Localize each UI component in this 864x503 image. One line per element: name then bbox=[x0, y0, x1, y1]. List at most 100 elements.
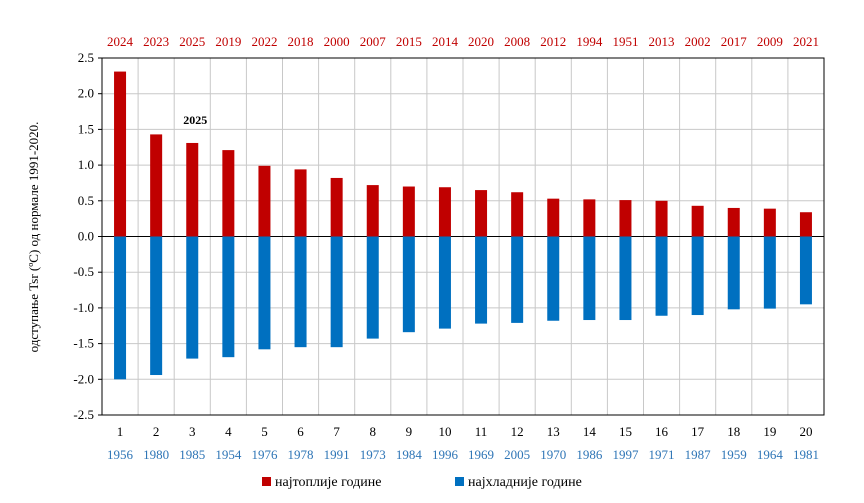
bar-cold bbox=[222, 236, 235, 358]
bar-cold bbox=[727, 236, 740, 310]
bar-warm bbox=[186, 142, 199, 237]
x-tick-label: 1 bbox=[117, 424, 124, 439]
x-tick-label: 19 bbox=[763, 424, 776, 439]
warm-year-label: 2025 bbox=[179, 34, 205, 49]
bar-warm bbox=[583, 199, 596, 237]
bar-cold bbox=[438, 236, 451, 329]
y-tick-label: 2.5 bbox=[78, 50, 94, 65]
warm-year-label: 2014 bbox=[432, 34, 459, 49]
x-tick-label: 20 bbox=[799, 424, 812, 439]
cold-year-label: 1987 bbox=[685, 447, 712, 462]
warm-year-label: 2012 bbox=[540, 34, 566, 49]
legend: најтоплије године најхладније године bbox=[262, 475, 582, 490]
legend-swatch-warm bbox=[262, 477, 271, 486]
warm-year-label: 1994 bbox=[576, 34, 603, 49]
cold-year-label: 1997 bbox=[612, 447, 639, 462]
x-tick-label: 3 bbox=[189, 424, 196, 439]
x-tick-label: 16 bbox=[655, 424, 669, 439]
y-tick-label: -1.0 bbox=[73, 300, 94, 315]
y-tick-label: 0.0 bbox=[78, 229, 94, 244]
bar-warm bbox=[222, 150, 235, 237]
x-tick-label: 14 bbox=[583, 424, 597, 439]
warm-year-label: 2013 bbox=[649, 34, 675, 49]
cold-year-label: 1954 bbox=[215, 447, 242, 462]
warm-year-label: 2008 bbox=[504, 34, 530, 49]
y-tick-label: -1.5 bbox=[73, 336, 94, 351]
bar-cold bbox=[258, 236, 271, 350]
warm-year-label: 2007 bbox=[360, 34, 387, 49]
cold-year-label: 1973 bbox=[360, 447, 386, 462]
x-tick-label: 12 bbox=[511, 424, 524, 439]
cold-year-label: 1981 bbox=[793, 447, 819, 462]
cold-year-label: 1986 bbox=[576, 447, 603, 462]
cold-year-label: 1984 bbox=[396, 447, 423, 462]
x-tick-label: 7 bbox=[333, 424, 340, 439]
bar-warm bbox=[547, 198, 560, 237]
bar-warm bbox=[511, 192, 524, 237]
bar-cold bbox=[763, 236, 776, 309]
x-tick-label: 4 bbox=[225, 424, 232, 439]
bar-cold bbox=[186, 236, 199, 359]
y-tick-label: -2.5 bbox=[73, 407, 94, 422]
cold-year-label: 1976 bbox=[251, 447, 278, 462]
warm-year-label: 2017 bbox=[721, 34, 748, 49]
cold-year-label: 1970 bbox=[540, 447, 566, 462]
cold-year-label: 1956 bbox=[107, 447, 134, 462]
x-tick-label: 8 bbox=[370, 424, 377, 439]
y-tick-label: -2.0 bbox=[73, 371, 94, 386]
bar-warm bbox=[691, 205, 704, 237]
bar-cold bbox=[547, 236, 560, 321]
bar-warm bbox=[114, 71, 127, 237]
y-tick-label: 1.5 bbox=[78, 121, 94, 136]
bar-cold bbox=[799, 236, 812, 305]
bar-warm bbox=[294, 169, 307, 237]
warm-year-label: 2002 bbox=[685, 34, 711, 49]
bar-cold bbox=[655, 236, 668, 316]
x-tick-label: 5 bbox=[261, 424, 268, 439]
cold-year-label: 1959 bbox=[721, 447, 747, 462]
warm-year-label: 2021 bbox=[793, 34, 819, 49]
cold-year-label: 2005 bbox=[504, 447, 530, 462]
x-tick-label: 15 bbox=[619, 424, 632, 439]
bar-cold bbox=[330, 236, 343, 348]
warm-year-label: 2022 bbox=[251, 34, 277, 49]
bar-cold bbox=[366, 236, 379, 339]
x-tick-label: 11 bbox=[475, 424, 488, 439]
bar-warm bbox=[366, 185, 379, 237]
x-tick-label: 6 bbox=[297, 424, 304, 439]
cold-year-label: 1980 bbox=[143, 447, 169, 462]
warm-year-label: 2019 bbox=[215, 34, 241, 49]
bar-warm bbox=[619, 200, 632, 237]
cold-year-label: 1978 bbox=[288, 447, 314, 462]
bar-warm bbox=[475, 190, 488, 237]
bar-warm bbox=[150, 134, 163, 237]
x-tick-label: 9 bbox=[406, 424, 413, 439]
bar-cold bbox=[114, 236, 127, 380]
bar-warm bbox=[655, 200, 668, 237]
warm-year-label: 2015 bbox=[396, 34, 422, 49]
bar-cold bbox=[294, 236, 307, 348]
x-tick-label: 13 bbox=[547, 424, 560, 439]
bar-warm bbox=[763, 208, 776, 237]
cold-year-label: 1991 bbox=[324, 447, 350, 462]
warm-year-label: 2018 bbox=[288, 34, 314, 49]
bar-warm bbox=[258, 165, 271, 237]
legend-label-warm: најтоплије године bbox=[275, 475, 381, 490]
warm-year-label: 1951 bbox=[612, 34, 638, 49]
bar-warm bbox=[438, 187, 451, 237]
y-axis-label: одступање Tsr (ºC) од нормале 1991-2020. bbox=[26, 122, 41, 353]
bar-cold bbox=[691, 236, 704, 316]
bar-cold bbox=[475, 236, 488, 324]
warm-year-label: 2023 bbox=[143, 34, 169, 49]
x-tick-label: 18 bbox=[727, 424, 740, 439]
cold-year-label: 1971 bbox=[649, 447, 675, 462]
x-tick-label: 17 bbox=[691, 424, 705, 439]
warm-year-label: 2000 bbox=[324, 34, 350, 49]
warm-year-label: 2009 bbox=[757, 34, 783, 49]
y-tick-label: -0.5 bbox=[73, 264, 94, 279]
bar-warm bbox=[727, 207, 740, 237]
bar-warm bbox=[330, 177, 343, 237]
x-tick-label: 10 bbox=[438, 424, 451, 439]
bar-cold bbox=[150, 236, 163, 376]
